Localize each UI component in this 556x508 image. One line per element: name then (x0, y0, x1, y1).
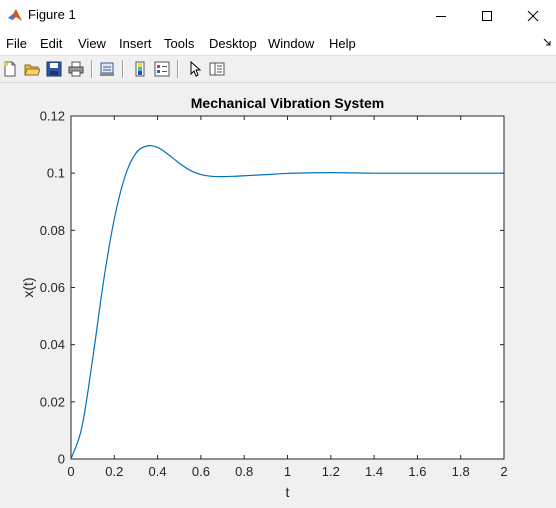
x-tick-label: 0.6 (192, 464, 210, 479)
open-file-icon (24, 61, 40, 77)
title-bar: Figure 1 (0, 0, 556, 31)
y-tick-label: 0.02 (40, 394, 65, 409)
menu-file[interactable]: File (6, 36, 27, 51)
property-inspector-icon (209, 61, 225, 77)
x-tick-label: 1.6 (408, 464, 426, 479)
edit-plot-button[interactable] (185, 59, 205, 79)
x-tick-label: 0.4 (149, 464, 167, 479)
x-tick-label: 2 (500, 464, 507, 479)
menu-edit[interactable]: Edit (40, 36, 62, 51)
toolbar-separator (177, 60, 179, 78)
figure-toolbar (0, 56, 556, 83)
y-axis-label: x(t) (20, 277, 36, 297)
x-tick-label: 1.4 (365, 464, 383, 479)
close-icon (527, 10, 539, 22)
menu-view[interactable]: View (78, 36, 106, 51)
x-axis-label: t (286, 484, 290, 500)
minimize-button[interactable] (418, 0, 464, 31)
insert-legend-icon (154, 61, 170, 77)
x-tick-label: 0.2 (105, 464, 123, 479)
x-tick-label: 1.2 (322, 464, 340, 479)
menu-window[interactable]: Window (268, 36, 314, 51)
y-tick-label: 0.04 (40, 337, 65, 352)
menu-help[interactable]: Help (329, 36, 356, 51)
menu-bar: File Edit View Insert Tools Desktop Wind… (0, 31, 556, 56)
y-tick-label: 0.08 (40, 223, 65, 238)
save-button[interactable] (44, 59, 64, 79)
open-file-button[interactable] (22, 59, 42, 79)
minimize-icon (435, 10, 447, 22)
axes-box (71, 116, 504, 459)
new-figure-button[interactable] (0, 59, 20, 79)
plot-area: Mechanical Vibration System t x(t) 0 0.2 0… (0, 83, 556, 503)
property-inspector-button[interactable] (207, 59, 227, 79)
menu-desktop[interactable]: Desktop (209, 36, 257, 51)
dock-arrow-icon[interactable] (543, 38, 553, 48)
insert-colorbar-icon (132, 61, 148, 77)
y-tick-label: 0.12 (40, 109, 65, 124)
maximize-button[interactable] (464, 0, 510, 31)
toolbar-separator (122, 60, 124, 78)
window-title: Figure 1 (28, 7, 76, 22)
x-tick-label: 0 (67, 464, 74, 479)
edit-plot-icon (187, 61, 203, 77)
print-button[interactable] (66, 59, 86, 79)
x-tick-label: 1 (284, 464, 291, 479)
save-icon (46, 61, 62, 77)
close-button[interactable] (510, 0, 556, 31)
figure-canvas: Mechanical Vibration System t x(t) 0 0.2 0… (0, 83, 556, 503)
new-figure-icon (2, 61, 18, 77)
print-icon (68, 61, 84, 77)
menu-insert[interactable]: Insert (119, 36, 152, 51)
insert-legend-button[interactable] (152, 59, 172, 79)
y-tick-label: 0.06 (40, 280, 65, 295)
y-tick-label: 0 (58, 452, 65, 467)
insert-colorbar-button[interactable] (130, 59, 150, 79)
y-tick-label: 0.1 (47, 166, 65, 181)
x-tick-label: 1.8 (452, 464, 470, 479)
link-plot-button[interactable] (97, 59, 117, 79)
link-plot-icon (99, 61, 115, 77)
menu-tools[interactable]: Tools (164, 36, 194, 51)
matlab-logo-icon (7, 7, 23, 23)
maximize-icon (481, 10, 493, 22)
toolbar-separator (91, 60, 93, 78)
x-tick-label: 0.8 (235, 464, 253, 479)
chart-title: Mechanical Vibration System (191, 95, 384, 111)
